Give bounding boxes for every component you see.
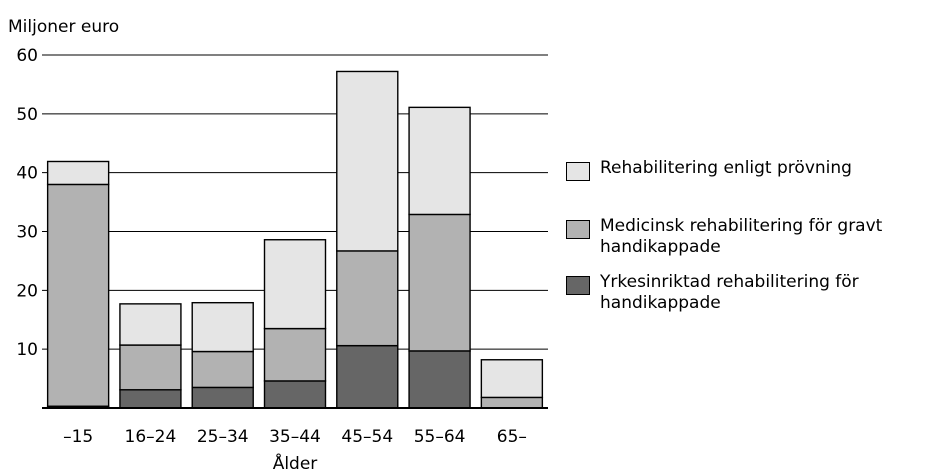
legend-label-yrkesinriktad: Yrkesinriktad rehabilitering för handika… — [600, 272, 859, 313]
legend-item-yrkesinriktad: Yrkesinriktad rehabilitering för handika… — [566, 272, 920, 314]
x-tick-label: 16–24 — [125, 427, 177, 447]
bar-segment — [480, 359, 544, 399]
bar-segment — [263, 380, 327, 409]
x-tick-label: 45–54 — [341, 427, 393, 447]
bar-segment — [191, 386, 254, 409]
legend-swatch-medium — [566, 220, 590, 239]
y-tick-label: 60 — [16, 46, 38, 66]
legend-label-prövning: Rehabilitering enligt prövning — [600, 158, 852, 178]
bar-segment — [191, 301, 254, 353]
bar-segment — [408, 106, 471, 216]
bar-segment — [119, 389, 182, 409]
bar-segment — [480, 396, 544, 409]
bars — [46, 70, 544, 409]
x-tick-label: 65– — [497, 427, 527, 447]
x-tick-label: 55–64 — [414, 427, 466, 447]
bar-segment — [191, 350, 254, 389]
bar-segment — [119, 303, 182, 346]
x-tick-label: 35–44 — [269, 427, 321, 447]
y-tick-label: 10 — [16, 340, 38, 360]
y-tick-label: 40 — [16, 164, 38, 184]
x-tick-label: 25–34 — [197, 427, 249, 447]
legend-item-medicinsk: Medicinsk rehabilitering för gravt handi… — [566, 216, 920, 258]
bar-segment — [46, 183, 110, 407]
y-tick-labels: 10 20 30 40 50 60 — [16, 46, 38, 360]
legend-label-medicinsk: Medicinsk rehabilitering för gravt handi… — [600, 216, 883, 257]
legend-swatch-light — [566, 162, 590, 181]
legend-swatch-dark — [566, 276, 590, 295]
bar-segment — [336, 70, 399, 252]
bar-segment — [119, 344, 182, 391]
y-tick-label: 50 — [16, 105, 38, 125]
bar-segment — [263, 239, 327, 330]
x-tick-label: –15 — [63, 427, 93, 447]
y-tick-label: 20 — [16, 281, 38, 301]
x-axis-title: Ålder — [273, 452, 318, 474]
bar-segment — [408, 213, 471, 352]
bar-segment — [336, 344, 399, 409]
bar-segment — [46, 160, 110, 186]
x-tick-labels: –15 16–24 25–34 35–44 45–54 55–64 65– — [63, 427, 527, 447]
bar-segment — [263, 327, 327, 382]
legend-item-prövning: Rehabilitering enligt prövning — [566, 158, 920, 181]
y-axis-title: Miljoner euro — [8, 17, 119, 37]
y-tick-label: 30 — [16, 223, 38, 243]
bar-segment — [336, 250, 399, 347]
bar-segment — [408, 350, 471, 409]
